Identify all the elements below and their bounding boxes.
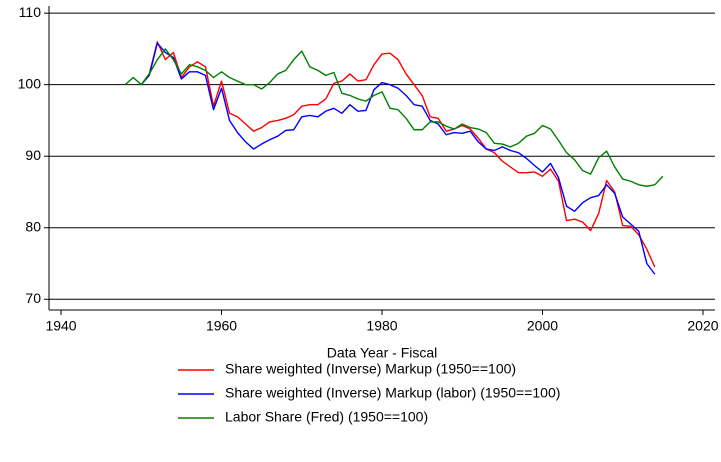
y-tick-label: 70 <box>25 290 41 306</box>
x-tick-label: 1940 <box>45 318 76 334</box>
y-tick-label: 110 <box>19 4 42 20</box>
legend-label: Share weighted (Inverse) Markup (labor) … <box>225 385 560 401</box>
legend-label: Share weighted (Inverse) Markup (1950==1… <box>225 361 516 377</box>
x-tick-label: 1960 <box>206 318 237 334</box>
y-tick-label: 80 <box>25 218 41 234</box>
y-tick-label: 100 <box>18 75 42 91</box>
y-tick-label: 90 <box>25 147 41 163</box>
series-line <box>140 41 656 268</box>
x-tick-label: 1980 <box>366 318 397 334</box>
x-tick-label: 2020 <box>687 318 718 334</box>
x-tick-label: 2000 <box>527 318 558 334</box>
legend-label: Labor Share (Fred) (1950==100) <box>225 409 428 425</box>
x-axis-title: Data Year - Fiscal <box>327 345 438 361</box>
series-line <box>140 42 656 275</box>
series-line <box>124 48 664 187</box>
